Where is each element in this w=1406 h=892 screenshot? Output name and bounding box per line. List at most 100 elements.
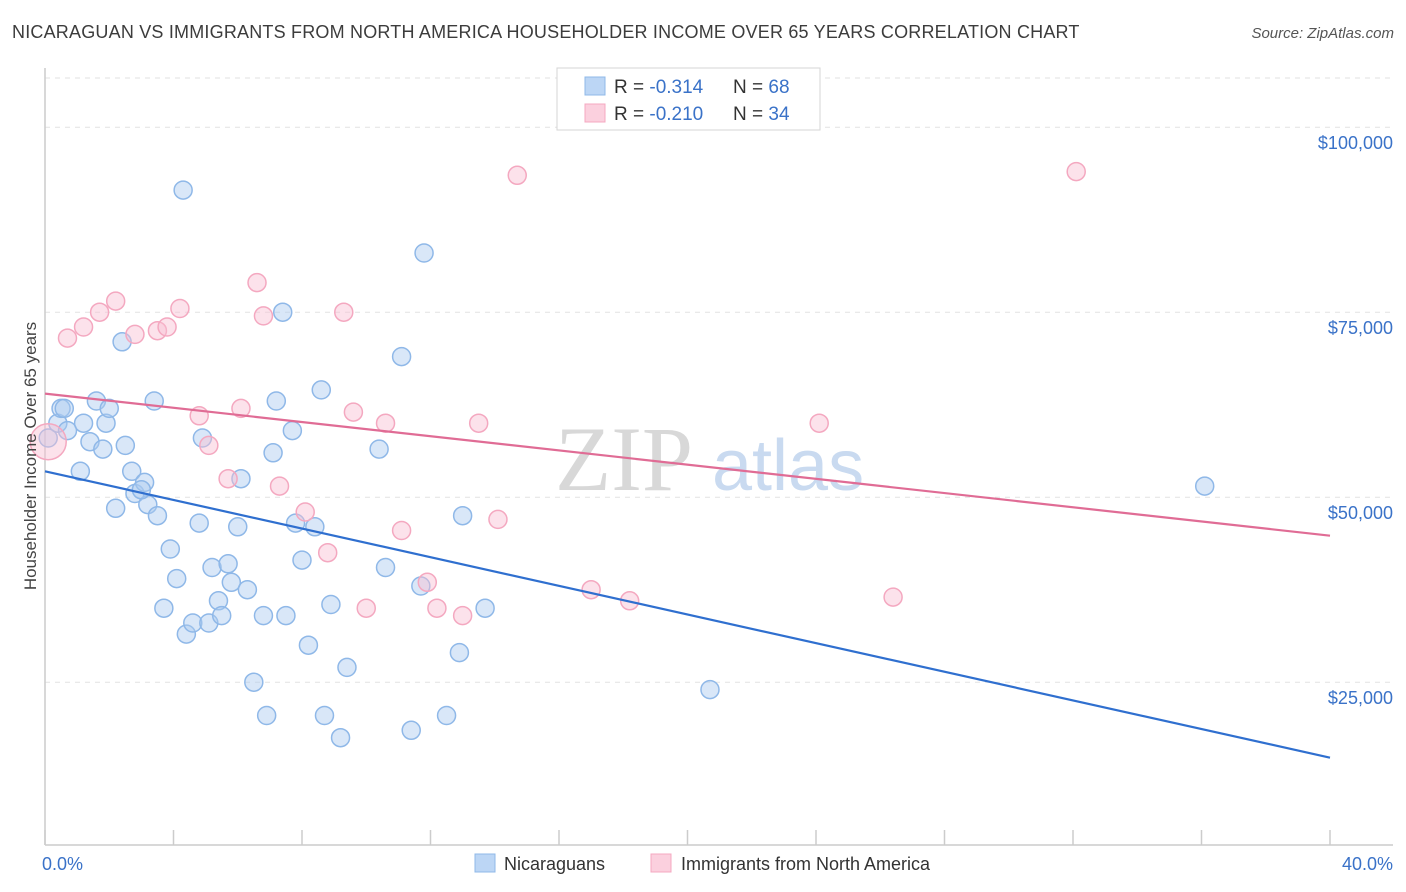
legend-r-label-2: R = bbox=[614, 104, 649, 125]
nicaraguans-point-38 bbox=[244, 672, 264, 692]
nicaraguans-point-55 bbox=[369, 439, 389, 459]
nicaraguans-point-56 bbox=[375, 557, 396, 578]
nicaraguans-point-33 bbox=[218, 554, 238, 574]
svg-text:R = -0.314: R = -0.314 bbox=[614, 77, 704, 98]
immigrants-trendline bbox=[44, 392, 1331, 537]
nicaraguans-point-35 bbox=[228, 517, 248, 537]
immigrants-point-1 bbox=[57, 328, 78, 348]
nicaraguans-point-34 bbox=[221, 572, 242, 593]
immigrants-point-19 bbox=[343, 402, 364, 422]
nicaraguans-point-43 bbox=[272, 302, 293, 322]
nicaraguans-point-62 bbox=[449, 642, 470, 663]
nicaraguans-point-51 bbox=[314, 705, 335, 726]
watermark: ZIP atlas bbox=[555, 408, 864, 510]
nicaraguans-point-41 bbox=[263, 443, 283, 463]
nicaraguans-point-58 bbox=[401, 720, 421, 741]
nicaraguans-point-48 bbox=[298, 635, 319, 655]
y-tick-label-0: $25,000 bbox=[1328, 688, 1393, 708]
immigrants-point-22 bbox=[391, 520, 412, 541]
x-tick-label-max: 40.0% bbox=[1342, 854, 1393, 874]
bottom-legend: Nicaraguans Immigrants from North Americ… bbox=[474, 853, 931, 874]
immigrants-point-10 bbox=[199, 435, 219, 456]
immigrants-point-4 bbox=[105, 291, 126, 311]
immigrants-point-3 bbox=[89, 302, 110, 322]
nicaraguans-point-23 bbox=[166, 568, 187, 589]
nicaraguans-point-12 bbox=[105, 498, 126, 519]
nicaraguans-point-31 bbox=[208, 591, 229, 611]
nicaraguans-point-11 bbox=[99, 398, 119, 419]
nicaraguans-point-24 bbox=[173, 180, 193, 200]
nicaraguans-point-52 bbox=[321, 594, 341, 615]
bottom-legend-label-immigrants: Immigrants from North America bbox=[681, 854, 931, 874]
watermark-zip: ZIP bbox=[555, 408, 693, 510]
nicaraguans-point-54 bbox=[337, 657, 357, 678]
svg-text:R = -0.210: R = -0.210 bbox=[614, 104, 703, 125]
immigrants-point-20 bbox=[356, 598, 376, 618]
legend-box: R = -0.314 N = 68 R = -0.210 N = 34 bbox=[556, 67, 821, 131]
immigrants-point-0 bbox=[29, 422, 67, 461]
nicaraguans-point-27 bbox=[189, 513, 209, 533]
x-tick-label-min: 0.0% bbox=[42, 854, 83, 874]
nicaraguans-point-61 bbox=[436, 705, 457, 726]
immigrants-point-15 bbox=[269, 476, 290, 496]
svg-text:N = 68: N = 68 bbox=[733, 77, 790, 98]
trendlines bbox=[44, 392, 1331, 759]
immigrants-point-12 bbox=[231, 398, 251, 419]
immigrants-point-29 bbox=[581, 579, 601, 600]
immigrants-point-26 bbox=[468, 413, 489, 433]
nicaraguans-point-22 bbox=[160, 539, 181, 559]
immigrants-point-14 bbox=[253, 306, 274, 326]
legend-r-label-1: R = bbox=[614, 77, 649, 98]
nicaraguans-point-21 bbox=[154, 598, 174, 618]
immigrants-point-8 bbox=[170, 298, 190, 319]
bottom-legend-swatch-immigrants bbox=[650, 853, 672, 873]
nicaraguans-point-30 bbox=[202, 557, 222, 578]
axes bbox=[44, 68, 1393, 846]
nicaraguans-point-6 bbox=[73, 413, 94, 433]
nicaraguans-point-0 bbox=[38, 428, 58, 448]
immigrants-point-28 bbox=[507, 165, 527, 186]
immigrants-points bbox=[29, 161, 1086, 626]
svg-text:N = 34: N = 34 bbox=[733, 104, 790, 125]
nicaraguans-point-26 bbox=[183, 613, 203, 633]
nicaraguans-point-63 bbox=[452, 505, 473, 526]
nicaraguans-point-37 bbox=[237, 579, 258, 600]
legend-swatch-nicaraguans bbox=[584, 76, 606, 96]
y-tick-label-3: $100,000 bbox=[1318, 133, 1393, 153]
nicaraguans-point-15 bbox=[121, 461, 142, 482]
immigrants-point-5 bbox=[125, 324, 145, 345]
nicaraguans-point-60 bbox=[414, 243, 434, 263]
nicaraguans-point-65 bbox=[700, 679, 720, 700]
immigrants-point-31 bbox=[809, 413, 829, 433]
watermark-atlas: atlas bbox=[712, 426, 864, 506]
legend-r-value-1: -0.314 bbox=[649, 77, 703, 98]
nicaraguans-trendline bbox=[44, 470, 1331, 759]
bottom-legend-label-nicaraguans: Nicaraguans bbox=[504, 854, 605, 874]
nicaraguans-point-50 bbox=[311, 380, 332, 400]
nicaraguans-point-25 bbox=[176, 624, 197, 644]
nicaraguans-point-67 bbox=[131, 480, 152, 500]
immigrants-point-24 bbox=[427, 598, 447, 618]
immigrants-point-33 bbox=[1066, 161, 1086, 182]
immigrants-point-25 bbox=[452, 605, 473, 626]
immigrants-point-17 bbox=[317, 542, 338, 563]
nicaraguans-points bbox=[38, 180, 1215, 748]
nicaraguans-point-42 bbox=[266, 391, 287, 411]
y-tick-labels: $25,000 $50,000 $75,000 $100,000 bbox=[1318, 133, 1393, 708]
immigrants-point-18 bbox=[334, 302, 354, 322]
legend-swatch-immigrants bbox=[584, 103, 606, 123]
bottom-legend-swatch-nicaraguans bbox=[474, 853, 496, 873]
immigrants-point-23 bbox=[417, 572, 438, 593]
legend-r-value-2: -0.210 bbox=[649, 104, 703, 125]
immigrants-point-2 bbox=[73, 317, 94, 337]
source-label: Source: ZipAtlas.com bbox=[1251, 25, 1394, 42]
nicaraguans-point-44 bbox=[276, 605, 296, 626]
immigrants-point-13 bbox=[247, 272, 267, 293]
y-tick-label-1: $50,000 bbox=[1328, 503, 1393, 523]
legend-n-label-2: N = bbox=[733, 104, 768, 125]
immigrants-point-16 bbox=[295, 502, 315, 522]
nicaraguans-point-45 bbox=[282, 420, 303, 441]
nicaraguans-point-47 bbox=[292, 550, 312, 570]
nicaraguans-point-4 bbox=[54, 398, 75, 419]
